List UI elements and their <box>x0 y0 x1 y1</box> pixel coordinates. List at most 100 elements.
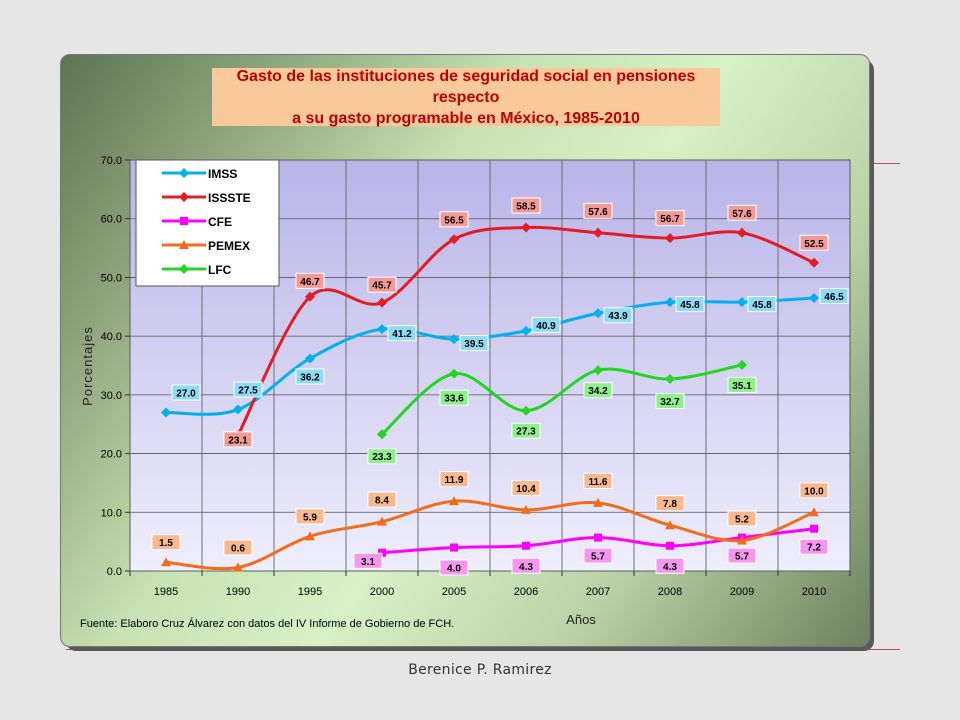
data-point-issste <box>593 227 603 238</box>
author-name: Berenice P. Ramirez <box>408 662 552 678</box>
data-label-cfe: 5.7 <box>591 552 605 563</box>
data-label-issste: 57.6 <box>588 207 608 218</box>
data-point-pemex <box>377 516 387 526</box>
data-label-issste: 45.7 <box>372 281 392 292</box>
x-tick-label: 2000 <box>370 586 394 598</box>
data-point-pemex <box>521 504 531 514</box>
data-label-pemex: 5.9 <box>303 512 317 523</box>
legend-marker-issste <box>179 192 189 202</box>
data-point-imss <box>161 407 171 418</box>
data-label-box-imss <box>603 307 633 324</box>
y-tick-label: 10.0 <box>101 507 122 519</box>
data-label-imss: 39.5 <box>464 339 484 350</box>
y-tick-label: 50.0 <box>101 272 122 284</box>
data-label-box-imss <box>459 335 489 352</box>
data-label-lfc: 35.1 <box>732 381 752 392</box>
y-axis-label: Porcentajes <box>80 326 95 406</box>
data-point-pemex <box>809 507 819 517</box>
data-label-box-issste <box>439 211 469 228</box>
data-label-imss: 45.8 <box>752 300 772 311</box>
data-label-box-imss <box>387 325 417 342</box>
data-label-box-lfc <box>439 389 469 406</box>
data-label-box-pemex <box>151 534 181 551</box>
data-label-box-lfc <box>727 376 757 393</box>
data-point-cfe <box>666 541 674 550</box>
data-label-box-issste <box>511 197 541 214</box>
data-label-pemex: 10.0 <box>804 486 824 497</box>
data-point-imss <box>305 353 315 364</box>
data-label-lfc: 27.3 <box>516 427 536 438</box>
legend-label-cfe: CFE <box>208 215 232 229</box>
data-point-cfe <box>810 524 818 533</box>
data-label-pemex: 7.8 <box>663 499 677 510</box>
data-label-imss: 45.8 <box>680 300 700 311</box>
data-point-issste <box>305 291 315 302</box>
data-label-issste: 57.6 <box>732 209 752 220</box>
data-label-lfc: 23.3 <box>372 452 392 463</box>
data-point-cfe <box>594 533 602 542</box>
data-label-pemex: 1.5 <box>159 538 173 549</box>
data-point-lfc <box>665 374 675 385</box>
data-label-box-imss <box>747 296 777 313</box>
data-label-lfc: 34.2 <box>588 386 608 397</box>
data-label-cfe: 3.1 <box>361 557 375 568</box>
data-label-box-imss <box>531 316 561 333</box>
data-point-issste <box>449 234 459 245</box>
data-label-box-issste <box>583 202 613 219</box>
legend-marker-lfc <box>179 264 189 274</box>
data-label-issste: 58.5 <box>516 202 536 213</box>
data-point-pemex <box>449 496 459 506</box>
legend-label-pemex: PEMEX <box>208 239 250 253</box>
data-label-pemex: 8.4 <box>375 496 389 507</box>
legend <box>135 159 280 287</box>
data-label-box-issste <box>727 204 757 221</box>
data-label-box-lfc <box>655 393 685 410</box>
data-label-pemex: 5.2 <box>735 514 749 525</box>
y-tick-label: 20.0 <box>101 449 122 461</box>
data-label-pemex: 11.9 <box>445 475 464 486</box>
data-label-imss: 36.2 <box>300 372 320 383</box>
y-tick-label: 70.0 <box>101 155 122 167</box>
x-axis-label: Años <box>566 612 596 627</box>
y-tick-label: 0.0 <box>107 566 122 578</box>
data-label-box-issste <box>367 276 397 293</box>
data-point-pemex <box>305 531 315 541</box>
data-label-box-pemex <box>727 510 757 527</box>
data-label-lfc: 33.6 <box>444 394 464 405</box>
legend-marker-cfe <box>180 217 188 225</box>
x-tick-label: 1995 <box>298 586 322 598</box>
data-label-imss: 27.5 <box>238 386 258 397</box>
data-label-box-cfe <box>583 547 613 564</box>
source-note: Fuente: Elaboro Cruz Álvarez con datos d… <box>80 617 454 630</box>
data-label-box-cfe <box>439 559 469 576</box>
data-label-box-pemex <box>799 482 829 499</box>
x-tick-label: 2008 <box>658 586 682 598</box>
data-label-issste: 46.7 <box>300 277 320 288</box>
x-tick-label: 2010 <box>802 586 826 598</box>
y-tick-label: 60.0 <box>101 214 122 226</box>
data-point-pemex <box>233 562 243 572</box>
data-point-imss <box>809 292 819 303</box>
data-point-lfc <box>521 405 531 416</box>
data-point-imss <box>449 334 459 345</box>
data-point-issste <box>665 233 675 244</box>
data-label-issste: 56.5 <box>444 215 464 226</box>
data-point-lfc <box>377 429 387 440</box>
data-label-imss: 46.5 <box>824 292 844 303</box>
data-label-lfc: 32.7 <box>660 397 680 408</box>
legend-marker-imss <box>179 168 189 178</box>
data-point-imss <box>377 324 387 335</box>
data-label-box-pemex <box>367 491 397 508</box>
data-label-box-pemex <box>511 479 541 496</box>
data-label-box-issste <box>655 210 685 227</box>
data-point-lfc <box>593 365 603 376</box>
data-label-box-cfe <box>511 557 541 574</box>
data-label-box-pemex <box>655 495 685 512</box>
x-tick-label: 1985 <box>154 586 178 598</box>
data-point-issste <box>737 227 747 238</box>
chart-title-line1: Gasto de las instituciones de seguridad … <box>236 67 696 106</box>
data-point-cfe <box>450 543 458 552</box>
data-label-box-lfc <box>583 382 613 399</box>
data-point-issste <box>377 297 387 308</box>
